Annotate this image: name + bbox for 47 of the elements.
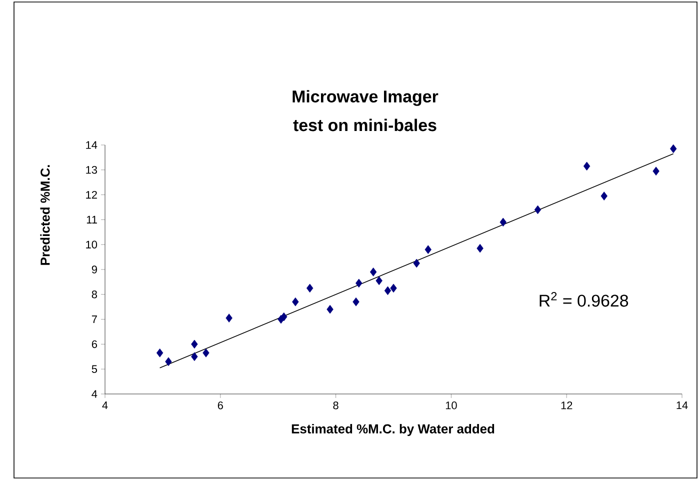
- y-tick-label: 8: [92, 290, 98, 298]
- y-tick-label: 12: [86, 190, 97, 199]
- point: [390, 284, 397, 293]
- point: [352, 297, 360, 306]
- x-tick-label: 4: [102, 402, 108, 410]
- point: [652, 166, 660, 176]
- point: [156, 348, 164, 358]
- y-tick-label: 14: [86, 141, 98, 149]
- chart-title: Microwave Imager: [292, 90, 438, 106]
- point: [670, 144, 677, 154]
- x-axis-title: Estimated %M.C. by Water added: [292, 424, 494, 436]
- point: [424, 245, 432, 254]
- chart-subtitle: test on mini-bales: [293, 118, 436, 132]
- y-tick-label: 6: [92, 340, 98, 348]
- x-tick-label: 14: [676, 402, 688, 410]
- point: [384, 286, 392, 296]
- x-tick-label: 6: [218, 402, 223, 410]
- point: [280, 312, 288, 322]
- y-tick-label: 10: [86, 240, 98, 248]
- point: [600, 192, 608, 200]
- point: [500, 218, 506, 227]
- annotation: R$^{2}$ = 0.9628: [540, 292, 628, 307]
- x-tick-label: 10: [446, 402, 457, 410]
- point: [202, 348, 210, 358]
- point: [326, 304, 334, 314]
- y-axis-title: Predicted %M.C.: [40, 165, 50, 265]
- point: [583, 162, 590, 171]
- y-tick-label: 5: [92, 365, 98, 373]
- point: [226, 314, 232, 322]
- point: [413, 258, 420, 268]
- x-tick-label: 8: [333, 402, 338, 410]
- point: [476, 244, 484, 253]
- y-tick-label: 11: [86, 216, 97, 224]
- point: [306, 284, 314, 293]
- y-tick-label: 7: [92, 316, 97, 324]
- point: [534, 205, 542, 214]
- x-tick-label: 12: [561, 402, 572, 410]
- point: [191, 340, 198, 349]
- y-tick-label: 13: [86, 166, 97, 174]
- y-tick-label: 4: [92, 390, 98, 398]
- point: [370, 268, 377, 276]
- point: [191, 352, 198, 362]
- y-tick-label: 9: [92, 266, 97, 274]
- point: [356, 278, 362, 288]
- point: [292, 297, 299, 306]
- point: [376, 276, 382, 286]
- point: [165, 357, 172, 366]
